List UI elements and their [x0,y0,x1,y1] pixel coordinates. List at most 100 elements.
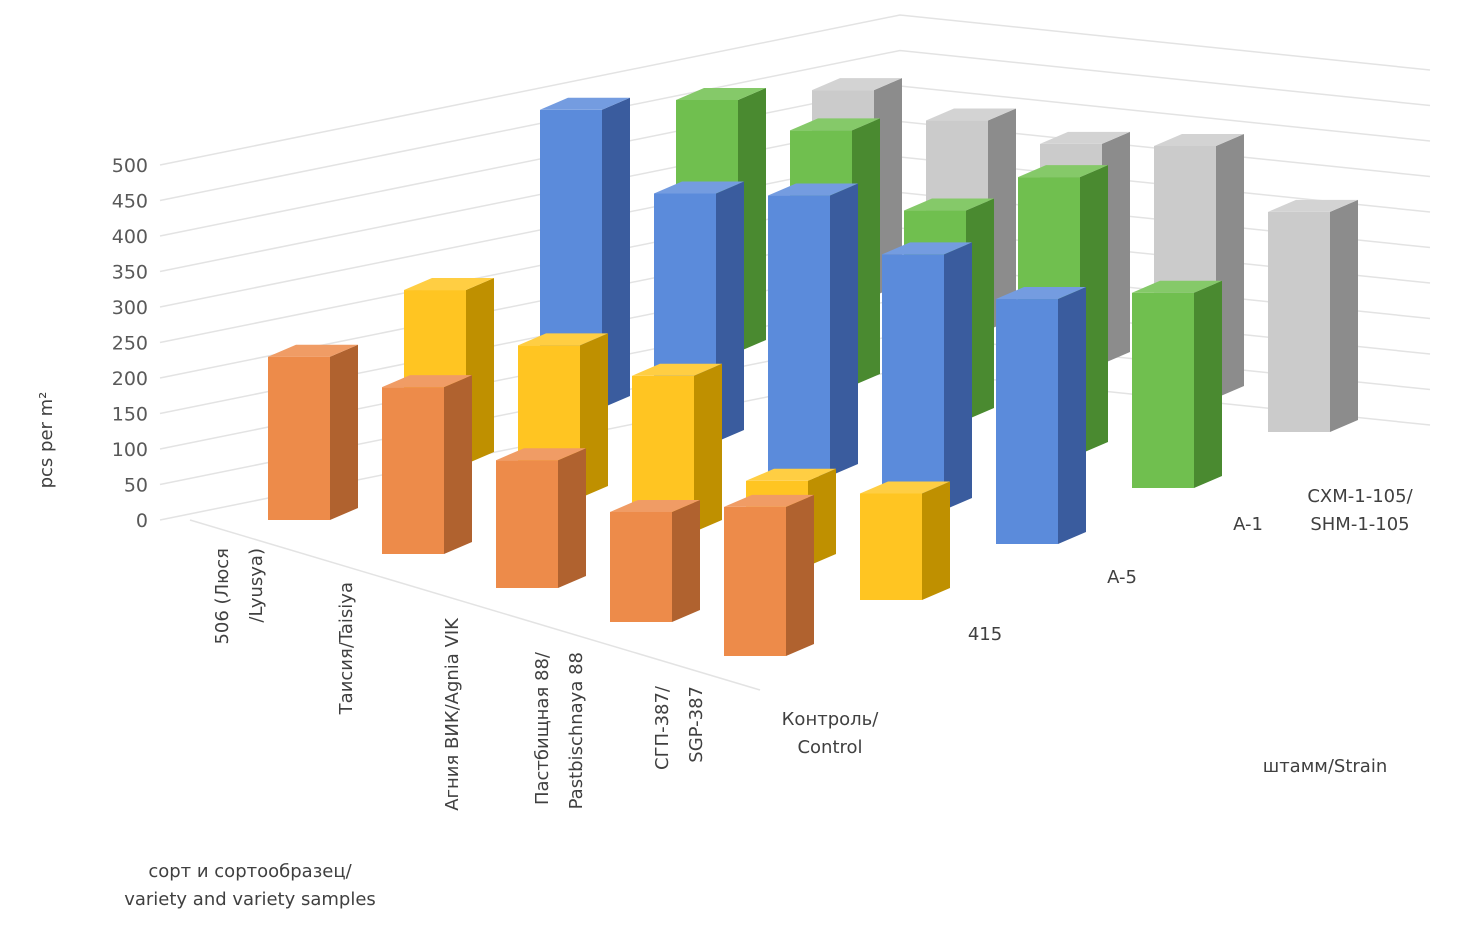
y-tick-label: 100 [112,439,148,461]
bar-front-face [610,511,672,622]
bar-side-face [580,333,608,498]
bar-side-face [738,87,766,352]
series-label: A-1 [1233,514,1263,535]
bar-top-face [882,242,972,255]
bar-side-face [808,468,836,566]
y-tick-label: 400 [112,226,148,248]
y-tick-label: 150 [112,404,148,426]
bar-top-face [768,183,858,196]
bar-top-face [382,375,472,388]
bar-side-face [786,494,814,656]
bar-top-face [860,481,950,494]
y-tick-label: 50 [124,475,148,497]
bar [610,499,700,622]
bar [724,494,814,656]
bar-top-face [904,198,994,211]
bar-top-face [676,87,766,100]
gridline [159,14,1431,166]
bar-side-face [1080,165,1108,454]
bar-side-face [852,118,880,387]
bar-front-face [882,254,944,510]
y-axis-title: pcs per m² [36,392,57,489]
bar-side-face [672,499,700,622]
bar-front-face [496,460,558,588]
category-label: 506 (Люся [212,548,233,645]
y-tick-label: 250 [112,333,148,355]
x-axis-title: сорт и сортообразец/variety and variety … [124,861,376,910]
y-tick-label: 350 [112,262,148,284]
bar-side-face [966,198,994,420]
bar-front-face [724,506,786,656]
bar [1268,199,1358,432]
bar-top-face [496,448,586,461]
category-label: Пастбищная 88/ [532,651,553,805]
z-axis-title: штамм/Strain [1263,756,1388,777]
bar [268,344,358,520]
bar-side-face [602,97,630,409]
x-axis-title-line: variety and variety samples [124,889,376,910]
bar-top-face [540,97,630,110]
bar-front-face [860,493,922,600]
bar-top-face [654,181,744,194]
bar-top-face [518,333,608,346]
bar-side-face [466,278,494,464]
bar-front-face [268,356,330,520]
category-label: Таисия/Taisiya [336,582,357,715]
bar-top-face [996,287,1086,300]
category-label: СГП-387/ [652,685,673,770]
category-label: Агния ВИК/Agnia VIK [442,617,463,811]
bar-top-face [610,499,700,512]
series-label: SHM-1-105 [1310,514,1409,535]
y-tick-label: 0 [136,510,148,532]
y-tick-label: 200 [112,368,148,390]
bar [496,448,586,588]
bar-side-face [558,448,586,588]
bar-side-face [922,481,950,600]
bar-side-face [1058,287,1086,544]
bar-front-face [996,299,1058,544]
bar-top-face [1132,280,1222,293]
gridline [159,49,1431,202]
bar-side-face [1216,133,1244,398]
bar-front-face [1268,211,1330,432]
bar-side-face [830,183,858,477]
series-labels: Контроль/Control 415 A-5 A-1 CXM-1-105/SHM-1… [782,486,1414,758]
bar-top-face [1268,199,1358,212]
bar-side-face [444,375,472,554]
category-label: Pastbischnaya 88 [566,652,587,809]
series-label: Контроль/ [782,709,880,730]
bar-top-face [812,78,902,91]
bar-top-face [268,344,358,357]
series-label: A-5 [1107,567,1137,588]
bar-top-face [1040,131,1130,144]
bar-top-face [632,363,722,376]
y-axis-ticks: 0 50 100 150 200 250 300 350 400 450 500 [112,155,148,532]
bar [1132,280,1222,488]
series-label: 415 [968,624,1002,645]
bar-top-face [1154,133,1244,146]
bar [860,481,950,600]
bar [882,242,972,510]
bar-side-face [988,108,1016,330]
bar-side-face [1102,131,1130,364]
bars [268,78,1358,656]
bar-side-face [1330,199,1358,432]
bar [768,183,858,477]
category-label: /Lyusya) [246,548,267,623]
bar-front-face [768,195,830,477]
bar-side-face [694,363,722,532]
bar-top-face [746,468,836,481]
series-label: CXM-1-105/ [1307,486,1413,507]
bar [382,375,472,554]
bar-top-face [1018,165,1108,178]
category-label: SGP-387 [686,686,707,763]
x-axis-line [189,519,761,691]
bar-side-face [874,78,902,296]
y-tick-label: 450 [112,191,148,213]
category-labels: 506 (Люся/Lyusya) Таисия/Taisiya Агния ВИК… [212,548,707,811]
y-tick-label: 300 [112,297,148,319]
series-label: Control [797,737,862,758]
bar-side-face [330,344,358,520]
bar-front-face [1132,292,1194,488]
